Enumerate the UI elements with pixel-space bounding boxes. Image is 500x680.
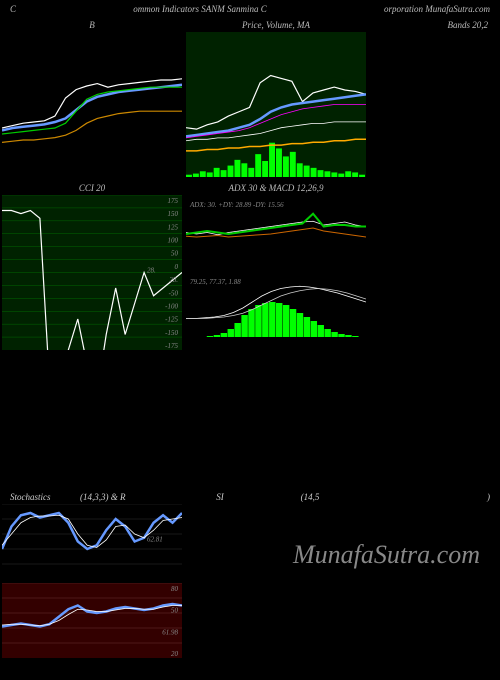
bands-label: Bands 20,2: [370, 18, 498, 32]
price-title: Price, Volume, MA: [186, 18, 366, 32]
svg-text:20: 20: [171, 650, 179, 658]
chart-rsi: 80 50 61.98 20: [2, 583, 182, 658]
svg-text:62.81: 62.81: [147, 536, 163, 544]
svg-text:ADX: 30. +DY: 28.89 -DY: 15.56: ADX: 30. +DY: 28.89 -DY: 15.56: [189, 201, 284, 209]
panel-cci: CCI 20 175 150 125 100 50 0 28. -50 -100 -125 -150…: [2, 181, 182, 350]
svg-text:50: 50: [171, 607, 179, 615]
svg-text:50: 50: [171, 250, 179, 258]
chart-price: [186, 32, 366, 177]
spacer: [0, 352, 500, 492]
panel-rsi: 80 50 61.98 20: [2, 583, 182, 658]
panel-bands-label: Bands 20,2: [370, 18, 498, 32]
svg-text:100: 100: [168, 237, 179, 245]
svg-text:175: 175: [168, 197, 179, 205]
page-header: C ommon Indicators SANM Sanmina C orpora…: [0, 0, 500, 16]
stoch-title-row: Stochastics (14,3,3) & R SI (14,5 ): [0, 492, 500, 502]
svg-text:125: 125: [168, 223, 179, 231]
svg-text:-175: -175: [165, 342, 178, 350]
svg-text:28.: 28.: [147, 267, 156, 275]
chart-macd: 79.25, 77.37, 1.88: [186, 272, 366, 347]
bb-title: B: [2, 18, 182, 32]
header-right: orporation MunafaSutra.com: [384, 4, 490, 14]
header-left: C: [10, 4, 16, 14]
cci-title: CCI 20: [2, 181, 182, 195]
svg-text:80: 80: [171, 585, 179, 593]
panel-bollinger: B: [2, 18, 182, 152]
panel-price: Price, Volume, MA: [186, 18, 366, 177]
svg-text:0: 0: [175, 263, 179, 271]
chart-adx: ADX: 30. +DY: 28.89 -DY: 15.56: [186, 195, 366, 270]
header-center: ommon Indicators SANM Sanmina C: [133, 4, 267, 14]
chart-cci: 175 150 125 100 50 0 28. -50 -100 -125 -150 -175 28.: [2, 195, 182, 350]
svg-text:-150: -150: [165, 329, 178, 337]
svg-text:61.98: 61.98: [162, 628, 178, 636]
svg-text:79.25, 77.37, 1.88: 79.25, 77.37, 1.88: [190, 278, 241, 286]
chart-bb: [2, 32, 182, 152]
svg-text:150: 150: [168, 210, 179, 218]
svg-text:28.: 28.: [169, 276, 178, 284]
svg-text:-50: -50: [169, 289, 179, 297]
svg-text:-125: -125: [165, 316, 178, 324]
panel-adx-macd: ADX 30 & MACD 12,26,9 ADX: 30. +DY: 28.8…: [186, 181, 366, 350]
chart-stoch: 62.81: [2, 504, 182, 579]
adx-title: ADX 30 & MACD 12,26,9: [186, 181, 366, 195]
panel-stoch: 62.81: [2, 504, 182, 579]
svg-text:-100: -100: [165, 302, 178, 310]
